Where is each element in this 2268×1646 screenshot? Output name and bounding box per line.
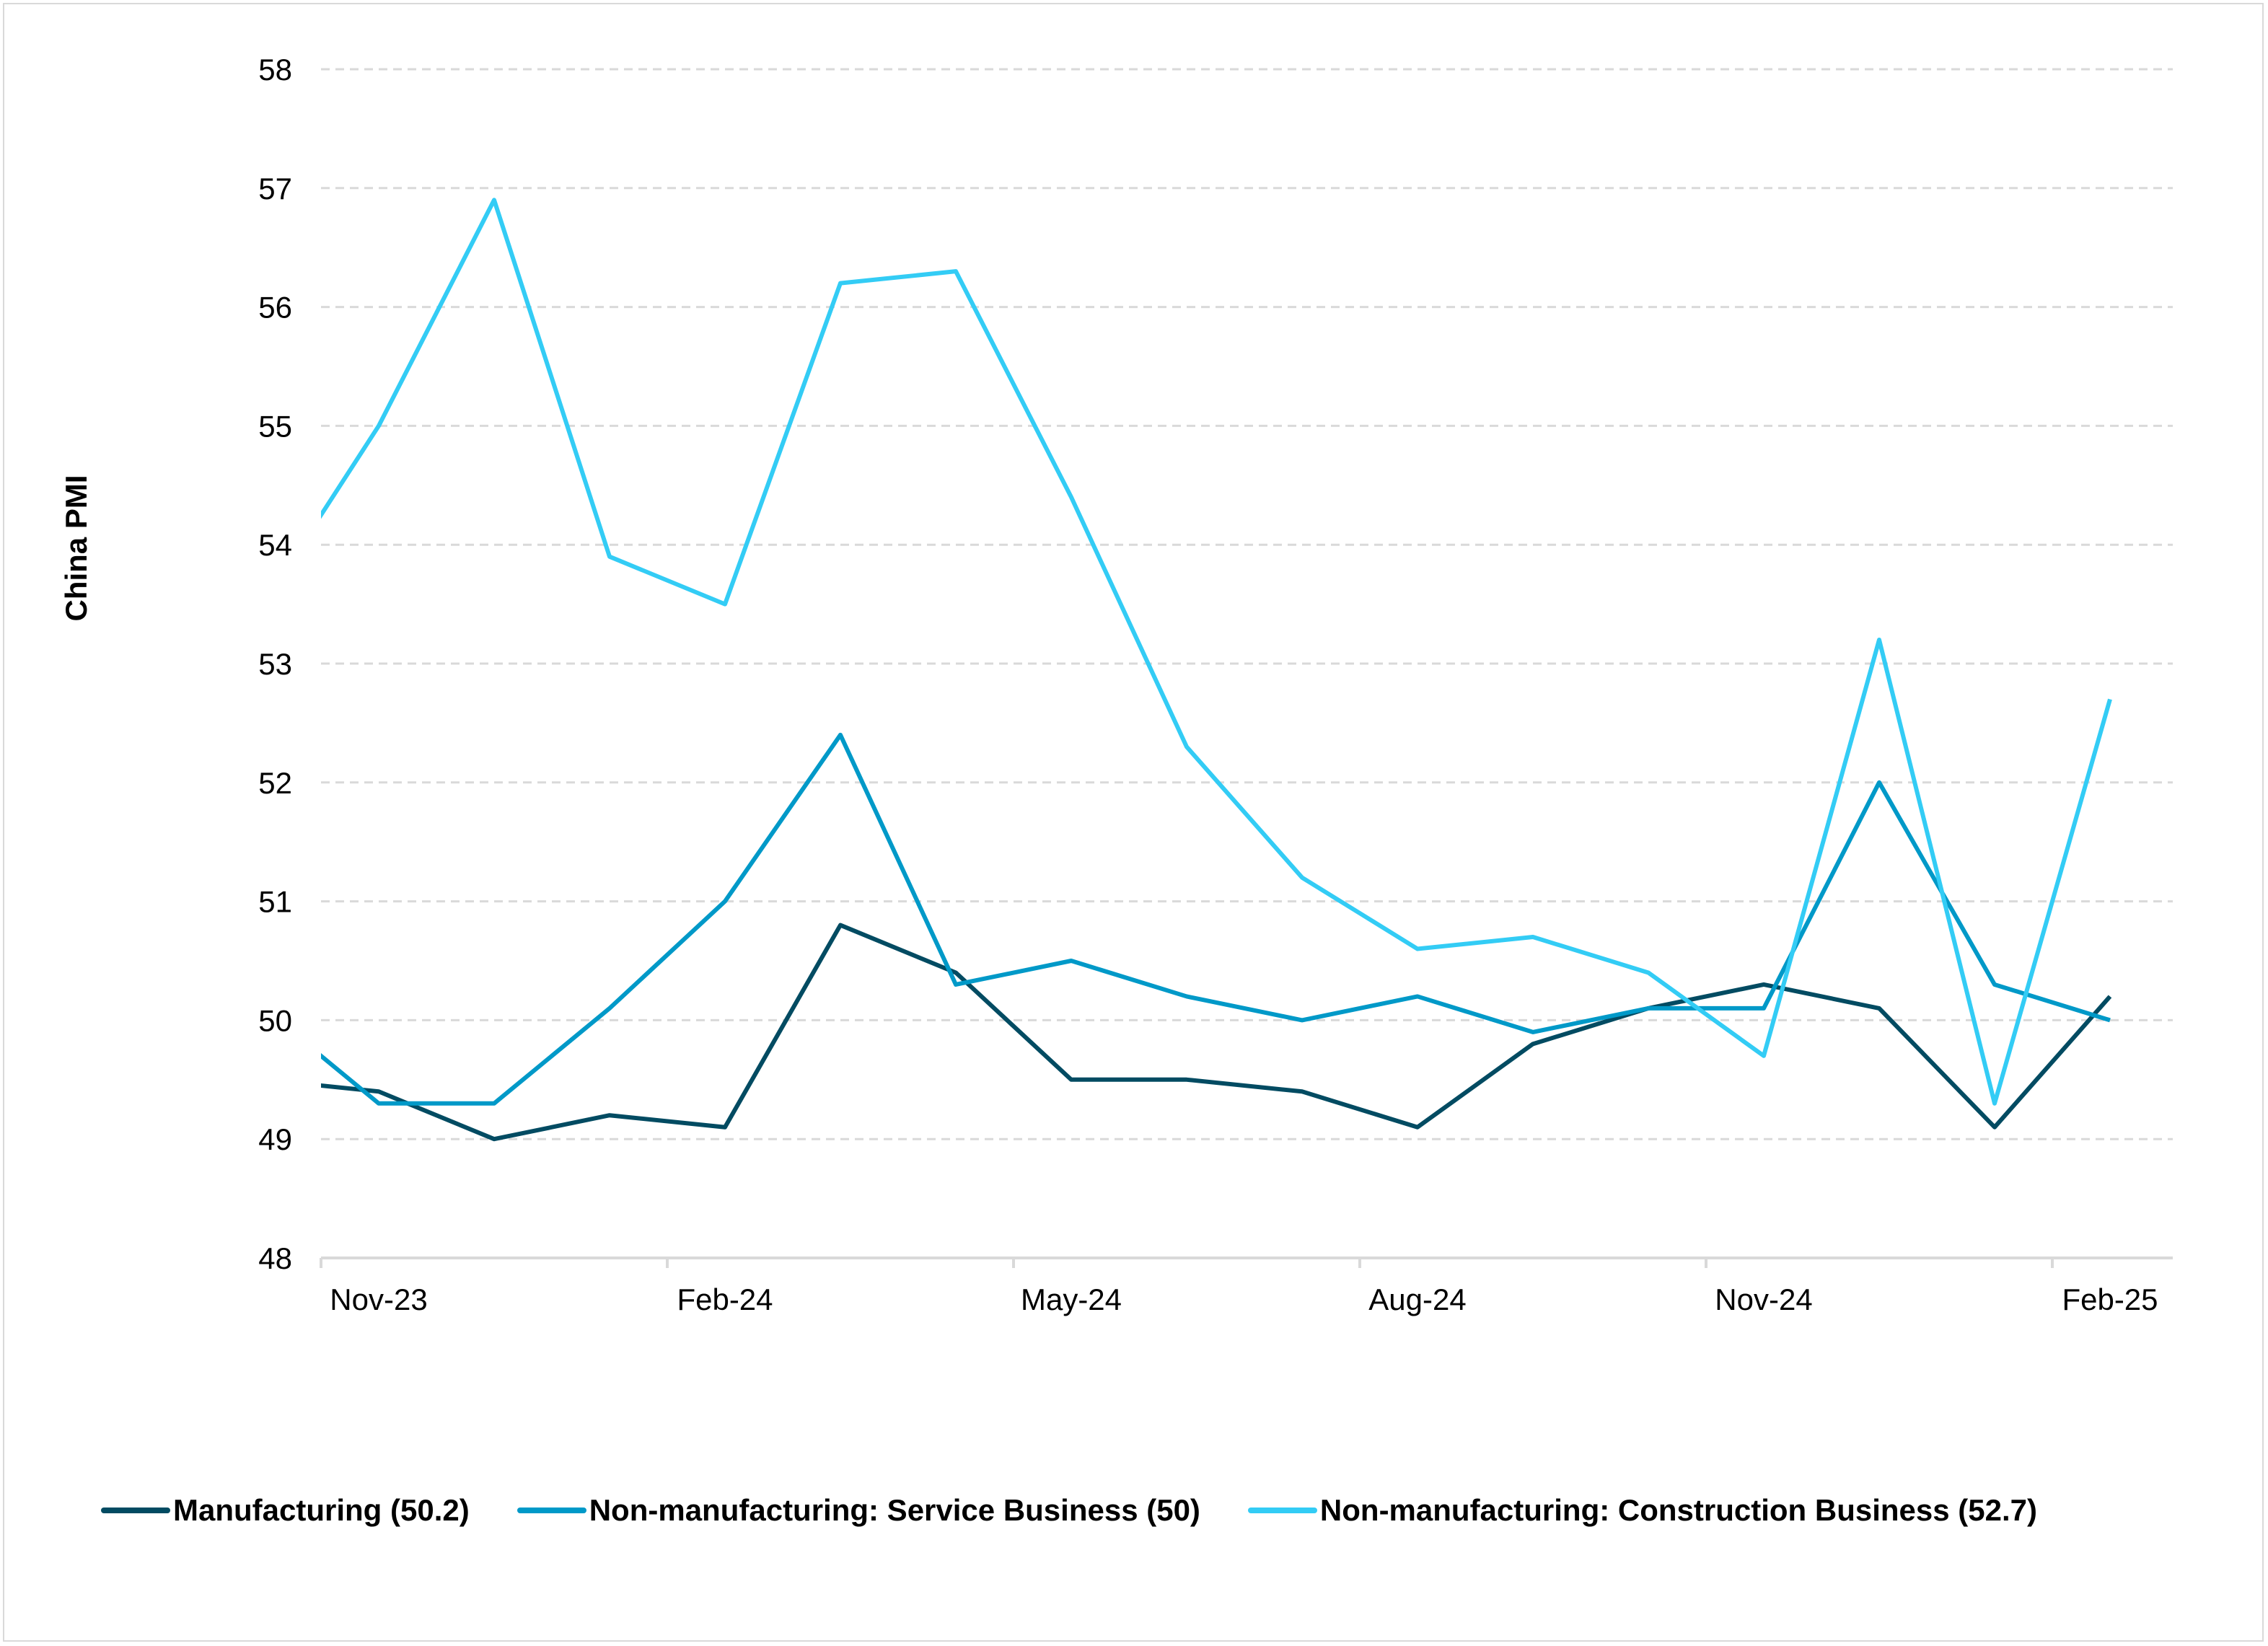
legend-swatch (1247, 1508, 1317, 1513)
series-line-1 (321, 732, 2111, 1106)
y-axis-label: China PMI (59, 475, 93, 621)
x-tick-label: Nov-23 (330, 1282, 427, 1316)
legend-item: Non-manufacturing: Service Business (50) (517, 1493, 1200, 1528)
y-tick-label: 53 (258, 647, 292, 681)
x-tick-label: Feb-24 (677, 1282, 773, 1316)
legend: Manufacturing (50.2) Non-manufacturing: S… (101, 1493, 2037, 1528)
y-tick-label: 48 (258, 1241, 292, 1275)
y-tick-label: 56 (258, 291, 292, 325)
legend-item: Manufacturing (50.2) (101, 1493, 470, 1528)
y-tick-label: 51 (258, 885, 292, 919)
legend-item: Non-manufacturing: Construction Business… (1247, 1493, 2037, 1528)
y-tick-label: 50 (258, 1003, 292, 1037)
y-tick-label: 57 (258, 172, 292, 206)
y-tick-label: 49 (258, 1122, 292, 1156)
chart-frame (3, 3, 2264, 1642)
legend-label: Non-manufacturing: Service Business (50) (589, 1493, 1200, 1527)
y-tick-label: 55 (258, 409, 292, 443)
x-tick-label: Aug-24 (1368, 1282, 1466, 1316)
series-line-0 (321, 923, 2112, 1142)
y-tick-label: 54 (258, 528, 292, 562)
legend-swatch (101, 1508, 170, 1513)
x-tick-label: Feb-25 (2062, 1282, 2158, 1316)
legend-label: Non-manufacturing: Construction Business… (1319, 1493, 2037, 1527)
x-tick-label: Nov-24 (1715, 1282, 1812, 1316)
y-tick-label: 58 (258, 53, 292, 87)
series-line-2 (321, 198, 2112, 1106)
x-tick-label: May-24 (1021, 1282, 1122, 1316)
legend-label: Manufacturing (50.2) (173, 1493, 470, 1527)
y-tick-label: 52 (258, 766, 292, 800)
legend-swatch (517, 1508, 586, 1513)
